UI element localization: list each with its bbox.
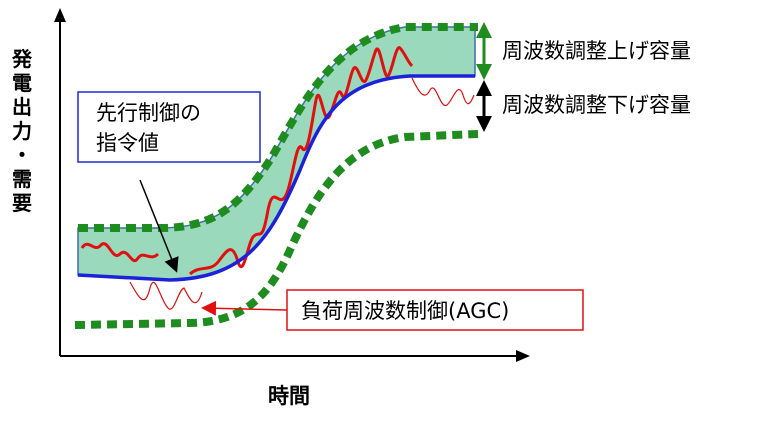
y-axis-arrowhead xyxy=(54,8,66,22)
y-axis-label-char: 発 xyxy=(11,47,33,71)
feedforward-callout-box xyxy=(77,91,261,163)
upper-dotted-boundary xyxy=(78,23,478,232)
x-axis-arrowhead xyxy=(516,350,530,362)
agc-label: 負荷周波数制御(AGC) xyxy=(301,299,509,323)
y-axis-label-char: 需 xyxy=(12,167,32,191)
down-capacity-arrow xyxy=(476,80,492,132)
demand-fluctuation-lower-right xyxy=(411,77,475,106)
y-axis-label-char: 力 xyxy=(12,119,32,143)
feedforward-label-line2: 指令値 xyxy=(96,131,159,155)
y-axis-label-char: 電 xyxy=(12,71,32,95)
y-axis-label-char: 出 xyxy=(12,95,32,119)
y-axis-label-char: ・ xyxy=(12,143,32,167)
feedforward-pointer xyxy=(139,179,179,273)
axes xyxy=(54,8,530,362)
demand-fluctuation-lower-left xyxy=(129,281,203,310)
up-capacity-arrow xyxy=(476,22,492,80)
down-capacity-label: 周波数調整下げ容量 xyxy=(502,93,691,117)
demand-curve-left xyxy=(80,242,160,262)
y-axis-label-char: 要 xyxy=(12,191,32,215)
feedforward-command-line xyxy=(77,74,475,282)
up-capacity-label: 周波数調整上げ容量 xyxy=(502,39,691,63)
x-axis-label: 時間 xyxy=(268,384,310,408)
lower-dotted-boundary xyxy=(74,130,479,329)
feedforward-label-line1: 先行制御の xyxy=(96,101,201,125)
agc-pointer xyxy=(201,300,288,316)
